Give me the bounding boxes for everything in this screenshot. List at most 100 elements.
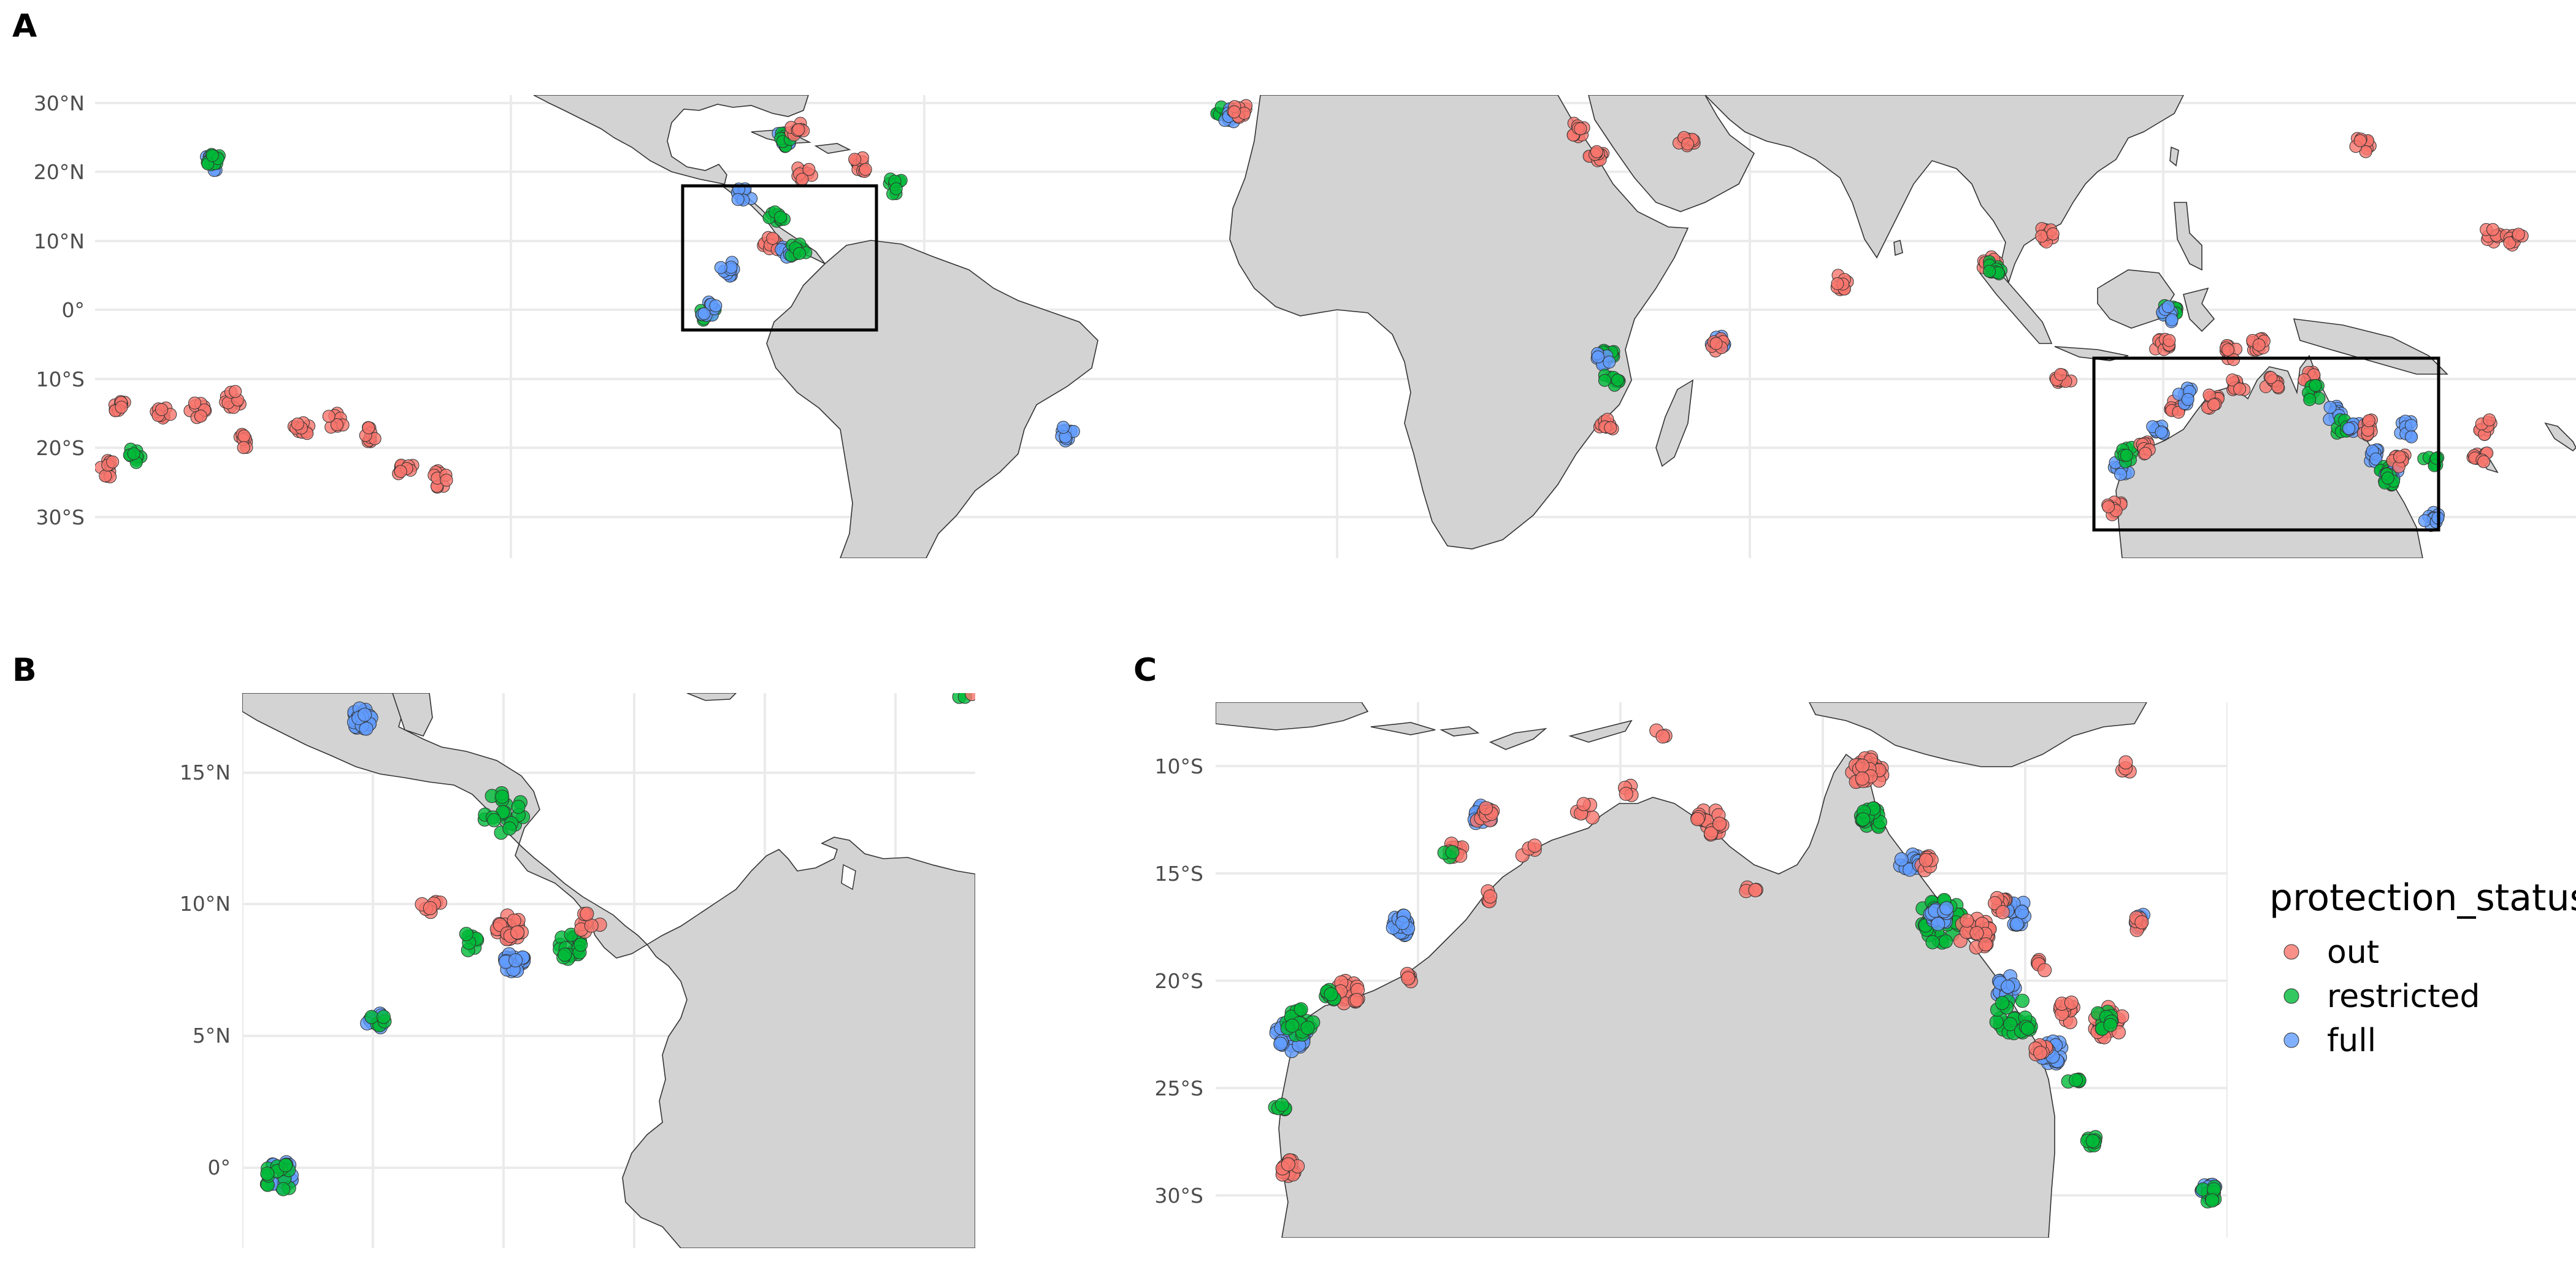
reef-point-restricted <box>792 247 806 260</box>
reef-point-out <box>2233 382 2247 396</box>
land-sulawesi <box>2183 287 2215 332</box>
reef-point-restricted <box>487 813 501 827</box>
reef-point-out <box>237 429 251 443</box>
land-south-america <box>766 240 1098 558</box>
reef-point-out <box>2477 455 2491 469</box>
reef-point-out <box>2252 338 2266 351</box>
reef-point-restricted <box>1989 1014 2004 1029</box>
panel-c-tick-25s: 25°S <box>1155 1076 1203 1100</box>
reef-point-out <box>423 901 437 916</box>
reef-point-out <box>237 441 250 454</box>
reef-point-out <box>2037 963 2052 978</box>
reef-point-restricted <box>1598 374 1611 387</box>
legend-key-restricted <box>2283 988 2299 1004</box>
reef-point-restricted <box>2003 1017 2018 1032</box>
reef-point-out <box>859 163 872 176</box>
reef-point-out <box>1712 816 1727 831</box>
reef-point-restricted <box>2120 448 2133 462</box>
reef-point-restricted <box>364 1010 379 1024</box>
reef-point-out <box>2362 414 2375 427</box>
panel-a-y-ticks: 30°N 20°N 10°N 0° 10°S 20°S 30°S <box>34 91 85 529</box>
reef-point-restricted <box>1983 264 1996 278</box>
reef-point-out <box>322 410 335 423</box>
reef-point-out <box>362 421 375 434</box>
reef-point-restricted <box>495 789 510 804</box>
panel-a: A 30°N 20°N 10°N 0° 10°S 20°S 30°S <box>12 8 2576 558</box>
reef-point-full <box>697 307 711 320</box>
reef-point-out <box>1960 913 1974 928</box>
reef-point-full <box>1603 355 1616 369</box>
land-africa <box>1229 95 1689 550</box>
reef-point-restricted <box>2205 1193 2220 1208</box>
reef-point-full <box>2165 313 2179 326</box>
reef-point-out <box>99 469 112 483</box>
panel-b-tick-5n: 5°N <box>193 1024 231 1048</box>
reef-point-full <box>2001 979 2015 994</box>
reef-point-out <box>2046 227 2060 240</box>
reef-point-out <box>2102 500 2115 513</box>
reef-point-out <box>1690 812 1705 826</box>
panel-c-land <box>1216 702 2147 1238</box>
land-java-edge <box>1216 702 1369 730</box>
reef-point-out <box>194 410 207 423</box>
reef-point-full <box>1273 1037 1288 1051</box>
legend-label-out: out <box>2327 934 2379 971</box>
reef-point-restricted <box>1445 845 1460 859</box>
panel-a-tick-30s: 30°S <box>36 505 85 529</box>
legend-label-restricted: restricted <box>2327 978 2480 1015</box>
reef-point-out <box>2503 236 2517 250</box>
panel-a-land <box>533 95 2576 558</box>
reef-point-restricted <box>1324 987 1338 1002</box>
reef-point-restricted <box>276 1182 291 1197</box>
panel-b: B 15°N 10°N 5°N 0° <box>12 652 975 1248</box>
panel-a-tick-20n: 20°N <box>34 160 85 184</box>
panel-a-tick-10s: 10°S <box>36 367 85 391</box>
land-yucatan <box>392 693 433 737</box>
reef-point-out <box>440 473 453 487</box>
reef-point-out <box>1919 853 1933 867</box>
panel-a-points <box>95 99 2529 532</box>
reef-point-out <box>2226 374 2239 386</box>
extent-box-australia <box>2092 356 2440 532</box>
reef-point-out <box>2035 229 2049 243</box>
reef-point-full <box>2161 300 2175 313</box>
reef-point-out <box>2264 371 2278 385</box>
land-northern-south-america <box>622 837 975 1248</box>
land-hispaniola <box>814 143 851 154</box>
reef-point-restricted <box>127 447 140 461</box>
reef-point-out <box>106 455 120 469</box>
reef-point-out <box>584 918 599 933</box>
reef-point-out <box>2054 368 2068 381</box>
reef-point-full <box>358 707 372 722</box>
reef-point-full <box>1592 350 1604 364</box>
reef-point-restricted <box>459 927 473 941</box>
land-sunda-2 <box>1439 726 1480 737</box>
reef-point-out <box>802 163 816 176</box>
reef-point-full <box>709 299 723 313</box>
reef-point-restricted <box>1856 812 1871 827</box>
panel-c-tick-15s: 15°S <box>1155 862 1203 886</box>
reef-point-restricted <box>502 821 517 836</box>
panel-b-y-ticks: 15°N 10°N 5°N 0° <box>180 761 231 1179</box>
land-taiwan <box>2169 146 2179 167</box>
reef-point-out <box>1681 137 1695 151</box>
land-sunda-1 <box>1370 722 1436 735</box>
panel-b-land <box>242 693 975 1248</box>
reef-point-out <box>766 232 780 245</box>
reef-point-out <box>1831 277 1844 290</box>
reef-point-restricted <box>573 937 588 952</box>
reef-point-out <box>2221 343 2234 356</box>
reef-point-full <box>508 953 523 968</box>
panel-c-tick-30s: 30°S <box>1155 1184 1203 1208</box>
reef-point-full <box>2418 514 2431 527</box>
reef-point-out <box>792 123 805 136</box>
reef-point-full <box>2009 917 2024 932</box>
reef-point-restricted <box>2103 1018 2118 1032</box>
reef-point-restricted <box>278 1158 293 1173</box>
panel-a-letter: A <box>12 8 37 45</box>
reef-point-full <box>2342 422 2356 435</box>
reef-point-full <box>1894 852 1909 867</box>
land-arabia <box>1588 95 1755 212</box>
reef-point-restricted <box>2309 378 2322 392</box>
